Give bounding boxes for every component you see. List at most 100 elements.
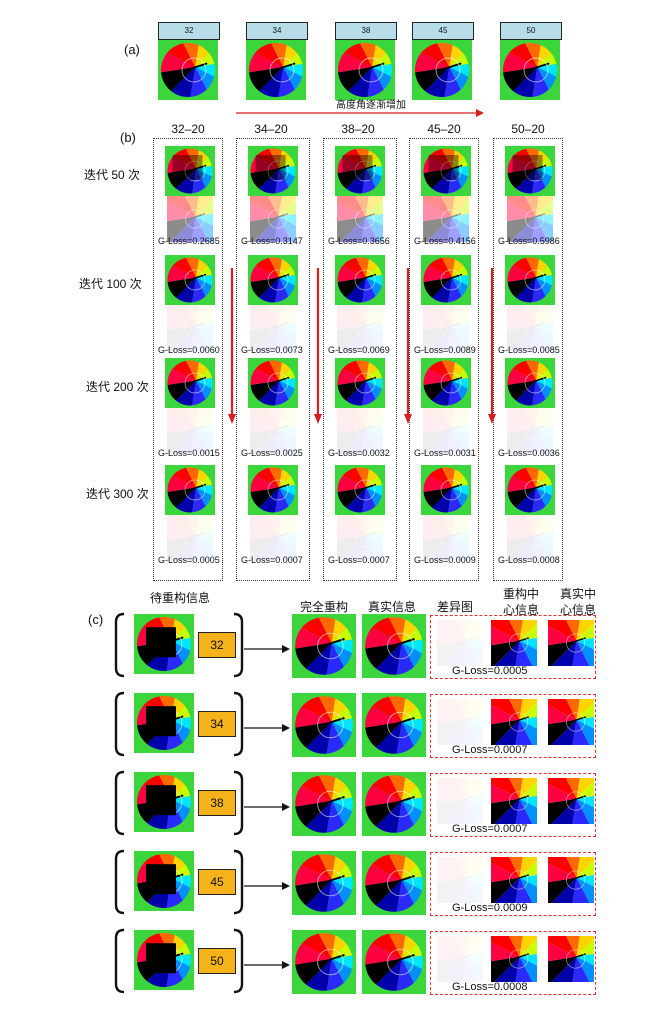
panel-b-iteration-label: 迭代 200 次 [86, 380, 149, 394]
difference-map [414, 676, 506, 768]
panel-a-angle-38: 38 [335, 22, 397, 40]
panel-b-iteration-label: 迭代 50 次 [84, 168, 141, 182]
panel-b-iteration-label: 迭代 100 次 [79, 277, 142, 291]
panel-b-gloss-value: G-Loss=0.0036 [498, 448, 560, 458]
panel-b-reconstruction [335, 146, 385, 196]
input-bracket [114, 612, 244, 678]
difference-map [414, 834, 506, 926]
full-reconstruction-map [292, 772, 356, 836]
reconstructed-center-map [468, 913, 560, 1005]
panel-a-angle-32: 32 [158, 22, 220, 40]
angle-increase-arrow [236, 109, 484, 117]
reconstructed-center-map [468, 676, 560, 768]
panel-a-label: (a) [124, 42, 140, 57]
panel-b-reconstruction [248, 146, 298, 196]
panel-b-reconstruction [421, 358, 471, 408]
panel-b-gloss-value: G-Loss=0.2685 [158, 236, 220, 246]
true-center-map [525, 755, 617, 847]
panel-b-gloss-value: G-Loss=0.0089 [414, 345, 476, 355]
input-angle-box: 32 [198, 632, 236, 658]
ground-truth-map [362, 693, 426, 757]
iteration-progress-arrow [404, 268, 412, 424]
panel-b-gloss-value: G-Loss=0.0073 [241, 345, 303, 355]
difference-panel-frame [430, 615, 596, 679]
reconstruct-arrow [244, 645, 290, 653]
panel-c-gloss-value: G-Loss=0.0007 [452, 744, 528, 756]
panel-b-reconstruction [335, 255, 385, 305]
panel-b-gloss-value: G-Loss=0.0008 [498, 555, 560, 565]
masked-input-map [134, 930, 194, 990]
panel-a-angle-34: 34 [246, 22, 308, 40]
panel-b-iteration-label: 迭代 300 次 [86, 487, 149, 501]
true-center-map [525, 676, 617, 768]
input-bracket [114, 770, 244, 836]
panel-b-gloss-value: G-Loss=0.0032 [328, 448, 390, 458]
difference-map [414, 597, 506, 689]
panel-a-phase-map [335, 40, 395, 100]
panel-b-gloss-value: G-Loss=0.0069 [328, 345, 390, 355]
header-true-center-1: 真实中 [560, 587, 597, 601]
panel-b-column-header: 32–20 [171, 122, 205, 136]
input-angle-box: 50 [198, 948, 236, 974]
panel-b-reconstruction [248, 465, 298, 515]
panel-b-reconstruction [165, 358, 215, 408]
true-center-map [525, 834, 617, 926]
panel-b-gloss-value: G-Loss=0.0007 [241, 555, 303, 565]
panel-b-label: (b) [120, 130, 136, 145]
full-reconstruction-map [292, 930, 356, 994]
angle-increase-label: 高度角逐渐增加 [336, 100, 406, 111]
header-rec-center-1: 重构中 [503, 587, 540, 601]
header-full-recon: 完全重构 [300, 600, 349, 614]
panel-b-reconstruction [165, 465, 215, 515]
panel-c-gloss-value: G-Loss=0.0008 [452, 981, 528, 993]
panel-b-reconstruction [248, 358, 298, 408]
full-reconstruction-map [292, 614, 356, 678]
panel-b-gloss-value: G-Loss=0.0007 [328, 555, 390, 565]
difference-map [414, 913, 506, 1005]
reconstructed-center-map [468, 755, 560, 847]
panel-b-gloss-value: G-Loss=0.3147 [241, 236, 303, 246]
true-center-map [525, 597, 617, 689]
panel-b-gloss-value: G-Loss=0.0031 [414, 448, 476, 458]
panel-a-phase-map [246, 40, 306, 100]
panel-b-gloss-value: G-Loss=0.4156 [414, 236, 476, 246]
iteration-progress-arrow [314, 268, 322, 424]
panel-a-phase-map [500, 40, 560, 100]
panel-b-gloss-value: G-Loss=0.3656 [328, 236, 390, 246]
panel-c-gloss-value: G-Loss=0.0005 [452, 665, 528, 677]
panel-b-column-frame [323, 138, 397, 581]
masked-input-map [134, 693, 194, 753]
panel-b-reconstruction [505, 358, 555, 408]
panel-b-reconstruction [505, 255, 555, 305]
panel-b-reconstruction [335, 358, 385, 408]
reconstructed-center-map [468, 597, 560, 689]
header-diff: 差异图 [437, 600, 474, 614]
panel-c-gloss-value: G-Loss=0.0007 [452, 823, 528, 835]
input-angle-box: 34 [198, 711, 236, 737]
difference-panel-frame [430, 931, 596, 995]
masked-input-map [134, 772, 194, 832]
panel-b-column-header: 38–20 [341, 122, 375, 136]
panel-b-gloss-value: G-Loss=0.0009 [414, 555, 476, 565]
ground-truth-map [362, 930, 426, 994]
panel-b-reconstruction [505, 146, 555, 196]
panel-b-column-frame [409, 138, 479, 581]
reconstructed-center-map [468, 834, 560, 926]
input-bracket [114, 928, 244, 994]
input-bracket [114, 849, 244, 915]
difference-panel-frame [430, 773, 596, 837]
input-angle-box: 45 [198, 869, 236, 895]
ground-truth-map [362, 851, 426, 915]
panel-b-column-frame [153, 138, 223, 581]
panel-b-reconstruction [165, 255, 215, 305]
true-center-map [525, 913, 617, 1005]
panel-b-column-header: 45–20 [427, 122, 461, 136]
panel-b-gloss-value: G-Loss=0.0005 [158, 555, 220, 565]
panel-b-gloss-value: G-Loss=0.0060 [158, 345, 220, 355]
iteration-progress-arrow [488, 268, 496, 424]
panel-b-reconstruction [505, 465, 555, 515]
panel-b-reconstruction [421, 255, 471, 305]
iteration-progress-arrow [228, 268, 236, 424]
reconstruct-arrow [244, 803, 290, 811]
panel-b-gloss-value: G-Loss=0.0025 [241, 448, 303, 458]
